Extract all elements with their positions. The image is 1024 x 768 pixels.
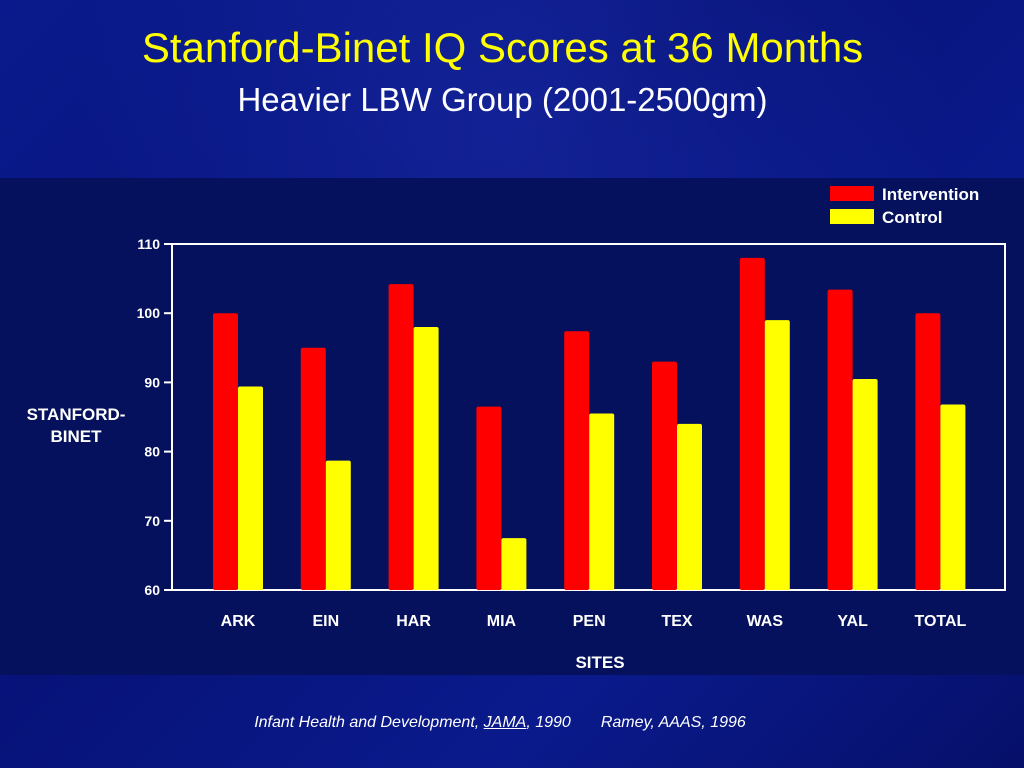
slide-title: Stanford-Binet IQ Scores at 36 Months — [141, 24, 864, 71]
bar-intervention-yal — [827, 289, 853, 590]
bar-intervention-ein — [300, 347, 326, 590]
x-tick-label: EIN — [312, 613, 339, 630]
bar-control-pen — [589, 413, 615, 590]
y-tick-label: 100 — [137, 305, 161, 321]
y-tick-label: 80 — [144, 444, 160, 460]
bar-control-total — [940, 404, 966, 590]
bar-control-ark — [238, 386, 263, 590]
y-tick-label: 70 — [144, 513, 160, 529]
bar-control-har — [413, 327, 439, 590]
x-tick-label: TOTAL — [914, 613, 966, 630]
x-tick-label: TEX — [661, 613, 692, 630]
bar-intervention-was — [739, 257, 765, 590]
bar-control-mia — [501, 538, 527, 590]
x-tick-label: PEN — [573, 613, 606, 630]
legend-label-control: Control — [882, 208, 942, 227]
bar-intervention-pen — [564, 331, 590, 590]
legend-swatch-intervention — [830, 186, 874, 201]
y-axis-label: BINET — [51, 427, 103, 446]
x-tick-label: MIA — [487, 613, 517, 630]
bar-intervention-ark — [213, 313, 238, 590]
chart-panel: 110 100 90 80 70 60 STANFORD- BINET ARK EIN HAR MIA… — [0, 178, 1024, 675]
citation-suffix: , 1990 — [526, 714, 571, 731]
bar-control-was — [764, 320, 790, 590]
citation-prefix: Infant Health and Development, — [254, 714, 484, 731]
x-tick-label: ARK — [221, 613, 256, 630]
bar-control-ein — [325, 460, 351, 590]
x-tick-label: HAR — [396, 613, 431, 630]
bar-intervention-total — [915, 313, 941, 590]
bar-control-yal — [852, 378, 878, 590]
slide-subtitle: Heavier LBW Group (2001-2500gm) — [237, 81, 768, 118]
bar-control-tex — [677, 423, 702, 590]
y-tick-label: 90 — [144, 374, 160, 390]
bar-intervention-mia — [476, 406, 502, 590]
citation-journal: JAMA — [483, 714, 527, 731]
y-tick-label: 110 — [137, 236, 160, 252]
bar-intervention-har — [388, 284, 414, 590]
legend-label-intervention: Intervention — [882, 185, 979, 204]
x-axis-label: SITES — [575, 653, 624, 672]
bar-intervention-tex — [652, 361, 677, 590]
bar-chart: 110 100 90 80 70 60 STANFORD- BINET ARK EIN HAR MIA… — [27, 185, 1006, 672]
x-tick-label: WAS — [747, 613, 784, 630]
y-tick-label: 60 — [144, 582, 160, 598]
y-axis-label: STANFORD- — [27, 405, 126, 424]
plot-frame — [171, 243, 1006, 591]
x-tick-label: YAL — [837, 613, 868, 630]
citation-footer: Infant Health and Development, JAMA, 199… — [0, 714, 1000, 732]
legend-swatch-control — [830, 209, 874, 224]
second-citation: Ramey, AAAS, 1996 — [600, 714, 746, 731]
